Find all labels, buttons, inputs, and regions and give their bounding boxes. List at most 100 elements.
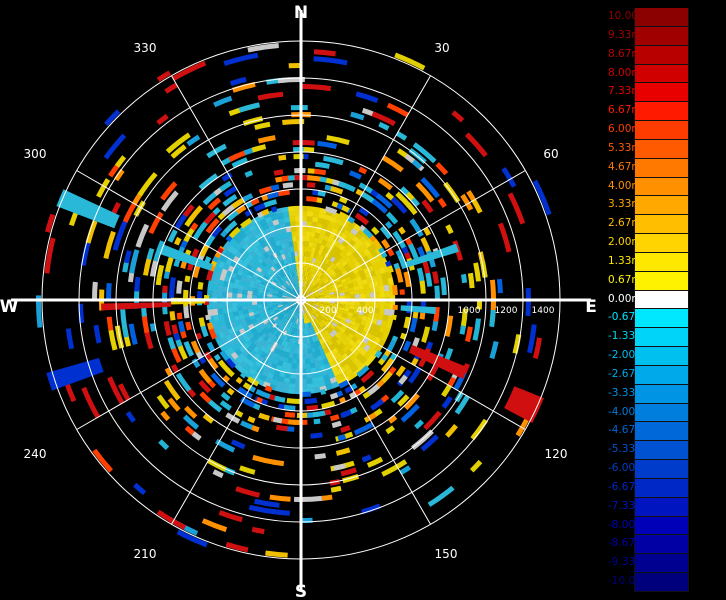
legend-label: -1.33m/s [608,330,655,343]
echo-cell [250,197,260,206]
legend-row: -0.67m/s [600,309,726,328]
echo-cell [466,190,476,202]
echo-cell [207,309,214,317]
echo-cell [323,264,330,271]
echo-cell [343,307,350,313]
echo-cell [263,199,277,208]
echo-cell [419,280,426,294]
echo-cell [286,286,292,291]
echo-cell [303,276,307,282]
echo-cell [287,321,292,327]
echo-cell [277,314,284,320]
echo-cell [310,342,315,349]
echo-cell [261,317,268,323]
echo-cell [233,278,241,285]
echo-cell [297,275,300,282]
echo-cell [279,238,285,245]
echo-cell [385,270,393,279]
echo-cell [284,242,290,249]
echo-cell [216,338,224,348]
echo-cell [360,274,367,281]
echo-cell [306,271,310,277]
echo-cell [268,236,276,244]
echo-cell [294,343,298,350]
echo-cell [170,345,182,364]
echo-cell [323,329,330,336]
echo-cell [280,286,286,291]
echo-cell [294,323,298,329]
echo-cell [169,311,176,321]
echo-cell [306,306,311,312]
echo-cell [320,250,327,257]
echo-cell [260,260,268,268]
echo-cell [266,337,273,344]
echo-cell [322,277,328,283]
echo-cell [293,293,298,298]
echo-cell [107,376,125,405]
echo-cell [222,241,232,251]
azimuth-label-120: 120 [545,447,568,461]
echo-cell [304,271,308,277]
echo-cell [326,328,332,334]
echo-cell [309,321,313,328]
echo-cell [275,275,281,281]
echo-cell [304,286,307,292]
legend-swatch [635,196,688,215]
echo-cell [318,255,325,262]
echo-cell [368,282,375,289]
echo-cell [270,266,276,272]
echo-cell [312,280,317,286]
echo-cell [359,243,368,252]
echo-cell [272,278,279,284]
echo-cell [319,282,326,287]
echo-cell [235,227,244,236]
echo-cell [357,280,364,286]
echo-cell [197,281,204,290]
echo-cell [279,308,285,313]
echo-cell [120,309,128,329]
echo-cell [343,263,351,270]
legend-label: -8.00m/s [608,518,655,531]
echo-cell [307,266,311,273]
echo-cell [306,378,313,384]
echo-cell [322,309,329,313]
echo-cell [277,233,284,240]
echo-cell [231,302,238,308]
echo-cell [311,287,317,292]
echo-cell [362,391,371,399]
echo-cell [409,317,418,333]
echo-cell [285,288,290,293]
echo-cell [377,279,384,287]
echo-cell [176,280,183,294]
echo-streak [404,243,459,268]
echo-cell [184,275,191,283]
echo-cell [312,307,317,312]
echo-cell [323,305,330,310]
echo-cell [280,243,287,250]
echo-cell [305,288,310,293]
echo-cell [337,434,347,441]
echo-cell [287,251,292,258]
echo-cell [267,302,273,306]
echo-cell [339,266,346,273]
echo-cell [321,331,327,338]
echo-cell [489,341,499,360]
echo-cell [322,219,331,226]
echo-cell [243,281,250,287]
echo-cell [339,304,345,308]
echo-cell [148,211,164,235]
echo-cell [230,439,246,450]
echo-cell [185,321,192,331]
echo-cell [282,295,288,298]
legend-swatch [635,384,688,403]
echo-cell [465,132,488,158]
echo-cell [367,237,376,246]
echo-cell [241,293,248,299]
echo-cell [338,309,344,314]
echo-cell [377,313,384,321]
echo-cell [306,282,311,288]
echo-cell [358,364,367,373]
echo-cell [369,287,375,293]
legend-label: -9.33m/s [608,556,655,569]
echo-cell [258,263,265,270]
